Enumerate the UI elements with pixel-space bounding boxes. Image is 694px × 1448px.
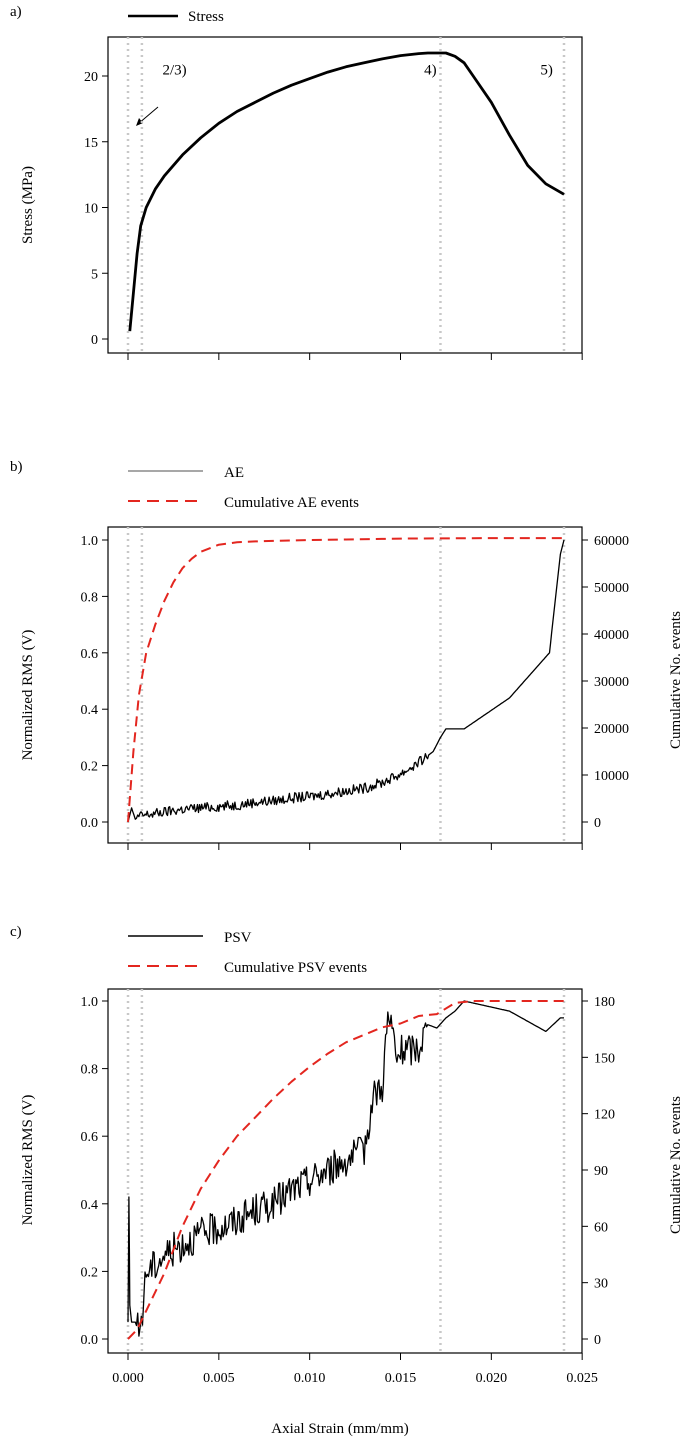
ytick-label-0-4: 20 — [84, 70, 98, 85]
ytick-label-2-0: 0.0 — [81, 1333, 99, 1348]
ytick-right-label-2-2: 60 — [594, 1220, 608, 1235]
ytick-label-1-0: 0.0 — [81, 816, 99, 831]
series-1-cumulative-ae-events — [127, 537, 564, 823]
legend-cum-psv-label: Cumulative PSV events — [224, 960, 367, 976]
ytick-label-2-3: 0.6 — [81, 1130, 99, 1145]
ylabel-b-right: Cumulative No. events — [668, 611, 684, 749]
legend-c: PSV Cumulative PSV events — [128, 930, 367, 976]
panel-label-a: a) — [10, 4, 22, 20]
xtick-label-3: 0.015 — [385, 1371, 417, 1386]
ytick-right-label-2-0: 0 — [594, 1333, 601, 1348]
legend-cum-ae-label: Cumulative AE events — [224, 495, 359, 511]
ylabel-c-right: Cumulative No. events — [668, 1096, 684, 1234]
ytick-right-label-2-1: 30 — [594, 1277, 608, 1292]
ytick-label-1-2: 0.4 — [81, 703, 99, 718]
series-2-psv — [127, 1000, 564, 1337]
annotation-arrowhead-23 — [136, 118, 143, 126]
ytick-right-label-2-5: 150 — [594, 1051, 615, 1066]
ytick-label-1-1: 0.2 — [81, 760, 99, 775]
annotation-2: 5) — [540, 63, 553, 79]
ytick-right-label-1-4: 40000 — [594, 628, 629, 643]
ytick-right-label-2-3: 90 — [594, 1164, 608, 1179]
panel-label-c: c) — [10, 924, 22, 940]
xtick-label-1: 0.005 — [203, 1371, 235, 1386]
ytick-label-1-5: 1.0 — [81, 534, 99, 549]
ytick-right-label-1-6: 60000 — [594, 534, 629, 549]
plot-frame-a — [107, 36, 583, 354]
xlabel: Axial Strain (mm/mm) — [271, 1421, 408, 1437]
ylabel-b: Normalized RMS (V) — [20, 630, 36, 761]
ytick-label-2-2: 0.4 — [81, 1198, 99, 1213]
annotation-0: 2/3) — [163, 63, 187, 79]
ytick-right-label-1-1: 10000 — [594, 769, 629, 784]
ytick-label-2-1: 0.2 — [81, 1265, 99, 1280]
annotation-1: 4) — [424, 63, 437, 79]
xtick-label-5: 0.025 — [566, 1371, 598, 1386]
xtick-label-0: 0.000 — [112, 1371, 144, 1386]
ytick-label-1-4: 0.8 — [81, 590, 99, 605]
plot-frame-c — [107, 988, 583, 1354]
series-1-ae — [127, 539, 565, 823]
xtick-label-2: 0.010 — [294, 1371, 326, 1386]
ytick-label-1-3: 0.6 — [81, 647, 99, 662]
ytick-right-label-1-3: 30000 — [594, 675, 629, 690]
ytick-label-0-0: 0 — [91, 333, 98, 348]
plot-frame-b — [107, 526, 583, 844]
legend-stress-label: Stress — [188, 9, 224, 25]
series-2-cumulative-psv-events — [127, 1000, 564, 1340]
ytick-label-0-1: 5 — [91, 267, 98, 282]
xtick-label-4: 0.020 — [476, 1371, 508, 1386]
ytick-right-label-1-2: 20000 — [594, 722, 629, 737]
ylabel-a: Stress (MPa) — [20, 166, 36, 244]
legend-ae-label: AE — [224, 465, 244, 481]
dynamic-chart-layer: 0 5 10 15 20 2/3) 4) 5) 0.0 0.2 0.4 0.6 0.8 1.0 0 10000… — [81, 37, 629, 1386]
ytick-right-label-1-5: 50000 — [594, 581, 629, 596]
ytick-right-label-1-0: 0 — [594, 816, 601, 831]
ytick-right-label-2-6: 180 — [594, 995, 615, 1010]
ytick-label-2-4: 0.8 — [81, 1063, 99, 1078]
ytick-label-0-2: 10 — [84, 202, 98, 217]
legend-b: AE Cumulative AE events — [128, 465, 359, 511]
legend-psv-label: PSV — [224, 930, 252, 946]
ytick-label-2-5: 1.0 — [81, 995, 99, 1010]
panel-label-b: b) — [10, 459, 23, 475]
series-0-stress — [128, 51, 565, 332]
legend-a: Stress — [128, 9, 224, 25]
ylabel-c: Normalized RMS (V) — [20, 1095, 36, 1226]
ytick-right-label-2-4: 120 — [594, 1108, 615, 1123]
ytick-label-0-3: 15 — [84, 136, 98, 151]
